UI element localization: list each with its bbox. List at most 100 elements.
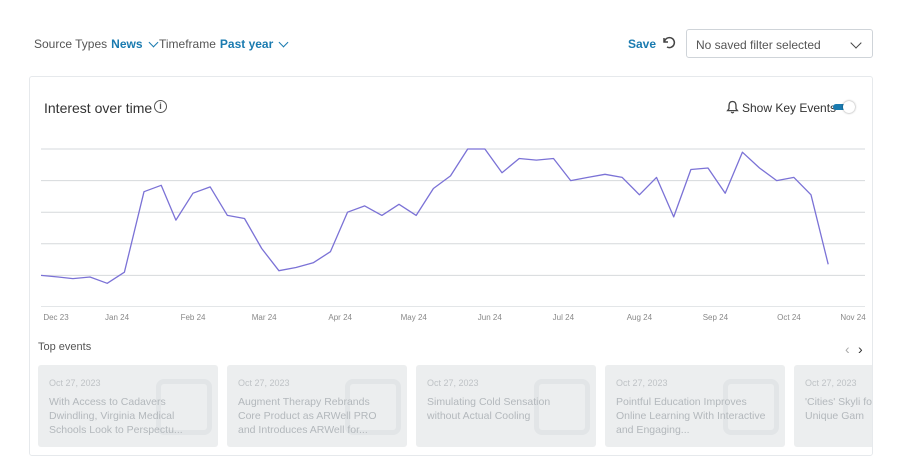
data-point bbox=[570, 179, 572, 181]
event-title: 'Cities' Skyli for Fans Wor Unique Gam bbox=[805, 396, 872, 422]
data-point bbox=[209, 186, 211, 188]
timeframe-value: Past year bbox=[219, 37, 274, 51]
event-title: Augment Therapy Rebrands Core Product as… bbox=[238, 396, 377, 436]
data-point bbox=[501, 172, 503, 174]
data-point bbox=[604, 173, 606, 175]
saved-filter-value: No saved filter selected bbox=[696, 38, 821, 52]
chart-grid bbox=[41, 148, 865, 276]
event-date: Oct 27, 2023 bbox=[805, 378, 857, 388]
card-title: Interest over time bbox=[44, 100, 153, 116]
event-date: Oct 27, 2023 bbox=[49, 378, 101, 388]
chevron-down-icon bbox=[148, 37, 158, 47]
event-thumbnail bbox=[345, 379, 401, 435]
event-card[interactable]: Oct 27, 2023 Augment Therapy Rebrands Cor… bbox=[227, 365, 407, 447]
data-point bbox=[673, 216, 675, 218]
chevron-down-icon bbox=[850, 37, 862, 49]
next-events-button[interactable]: › bbox=[858, 341, 863, 357]
event-card[interactable]: Oct 27, 2023 Pointful Education Improves … bbox=[605, 365, 785, 447]
data-point bbox=[106, 282, 108, 284]
timeframe-label: Timeframe bbox=[159, 37, 216, 51]
event-thumbnail bbox=[156, 379, 212, 435]
data-point bbox=[40, 274, 42, 276]
data-point bbox=[160, 184, 162, 186]
x-tick-label: Oct 24 bbox=[777, 313, 801, 322]
x-tick-label: Jul 24 bbox=[553, 313, 575, 322]
interest-over-time-card: Interest over time i Show Key Events Dec… bbox=[29, 76, 873, 456]
data-point bbox=[72, 277, 74, 279]
data-point bbox=[518, 157, 520, 159]
x-tick-label: Jan 24 bbox=[105, 313, 130, 322]
data-point bbox=[655, 176, 657, 178]
x-tick-label: Mar 24 bbox=[252, 313, 277, 322]
data-point bbox=[143, 190, 145, 192]
chart-x-ticks: Dec 23 Jan 24 Feb 24 Mar 24 Apr 24 May 24 Jun … bbox=[43, 313, 866, 322]
info-icon[interactable]: i bbox=[154, 100, 167, 113]
filter-bar: Source Types News Timeframe Past year Sa… bbox=[0, 0, 900, 76]
data-point bbox=[449, 175, 451, 177]
data-point bbox=[535, 159, 537, 161]
save-button[interactable]: Save bbox=[628, 37, 657, 51]
data-point bbox=[123, 271, 125, 273]
data-point bbox=[638, 194, 640, 196]
data-point bbox=[552, 157, 554, 159]
x-tick-label: Nov 24 bbox=[840, 313, 866, 322]
source-types-label: Source Types bbox=[34, 37, 108, 51]
bell-icon bbox=[726, 100, 739, 114]
data-point bbox=[432, 187, 434, 189]
data-point bbox=[467, 148, 469, 150]
event-thumbnail bbox=[534, 379, 590, 435]
data-point bbox=[690, 168, 692, 170]
source-types-filter[interactable]: Source Types News bbox=[34, 37, 158, 51]
event-date: Oct 27, 2023 bbox=[616, 378, 668, 388]
data-point bbox=[724, 192, 726, 194]
data-point bbox=[776, 179, 778, 181]
event-title: With Access to Cadavers Dwindling, Virgi… bbox=[49, 396, 183, 436]
data-point bbox=[793, 176, 795, 178]
data-point bbox=[758, 167, 760, 169]
data-point bbox=[810, 194, 812, 196]
show-key-events-toggle[interactable] bbox=[833, 101, 855, 113]
saved-filter-select[interactable]: No saved filter selected bbox=[686, 29, 873, 58]
data-point bbox=[827, 263, 829, 265]
prev-events-button[interactable]: ‹ bbox=[845, 341, 850, 357]
x-tick-label: Sep 24 bbox=[703, 313, 729, 322]
interest-chart: Dec 23 Jan 24 Feb 24 Mar 24 Apr 24 May 24 Jun … bbox=[40, 148, 866, 322]
data-point bbox=[398, 203, 400, 205]
x-tick-label: Jun 24 bbox=[478, 313, 503, 322]
data-point bbox=[741, 151, 743, 153]
data-point bbox=[364, 205, 366, 207]
data-point bbox=[312, 262, 314, 264]
data-point bbox=[57, 276, 59, 278]
top-events-title: Top events bbox=[38, 341, 92, 353]
x-tick-label: Apr 24 bbox=[328, 313, 352, 322]
data-point bbox=[226, 214, 228, 216]
data-point bbox=[89, 276, 91, 278]
data-point bbox=[278, 269, 280, 271]
data-point bbox=[484, 148, 486, 150]
event-thumbnail bbox=[723, 379, 779, 435]
toggle-knob bbox=[843, 101, 855, 113]
event-date: Oct 27, 2023 bbox=[238, 378, 290, 388]
chart-series bbox=[40, 148, 829, 284]
data-point bbox=[261, 247, 263, 249]
event-date: Oct 27, 2023 bbox=[427, 378, 479, 388]
undo-icon[interactable] bbox=[660, 34, 676, 50]
data-point bbox=[192, 192, 194, 194]
x-tick-label: Dec 23 bbox=[43, 313, 69, 322]
source-types-value: News bbox=[111, 37, 143, 51]
event-card[interactable]: Oct 27, 2023 Simulating Cold Sensation wi… bbox=[416, 365, 596, 447]
series-line-0 bbox=[40, 148, 829, 284]
event-card[interactable]: Oct 27, 2023 'Cities' Skyli for Fans Wor … bbox=[794, 365, 872, 447]
data-point bbox=[175, 219, 177, 221]
top-events-list: Oct 27, 2023 With Access to Cadavers Dwin… bbox=[38, 365, 872, 447]
data-point bbox=[587, 176, 589, 178]
x-tick-label: Feb 24 bbox=[181, 313, 206, 322]
data-point bbox=[243, 217, 245, 219]
event-title: Pointful Education Improves Online Learn… bbox=[616, 396, 766, 436]
data-point bbox=[707, 167, 709, 169]
timeframe-filter[interactable]: Timeframe Past year bbox=[159, 37, 289, 51]
x-tick-label: May 24 bbox=[401, 313, 428, 322]
data-point bbox=[621, 176, 623, 178]
event-card[interactable]: Oct 27, 2023 With Access to Cadavers Dwin… bbox=[38, 365, 218, 447]
chevron-down-icon bbox=[278, 37, 289, 47]
